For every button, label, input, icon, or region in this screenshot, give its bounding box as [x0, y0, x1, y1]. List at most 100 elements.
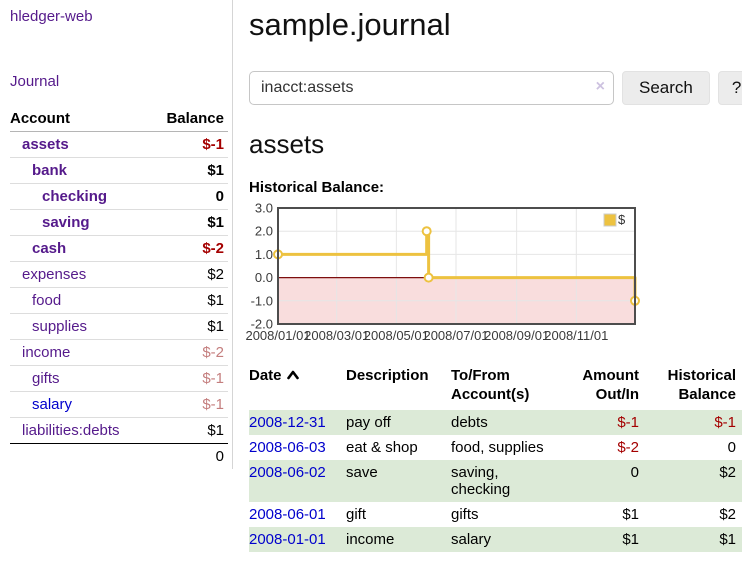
search-input[interactable]: [249, 71, 614, 105]
account-row: liabilities:debts $1: [10, 417, 228, 444]
account-link[interactable]: cash: [32, 240, 67, 257]
transaction-date-link[interactable]: 2008-06-01: [249, 506, 326, 523]
register-amount-cell: $-2: [617, 439, 639, 456]
account-row: supplies $1: [10, 313, 228, 340]
register-row: 2008-12-31 pay off debts $-1 $-1: [249, 410, 742, 435]
account-link[interactable]: food: [32, 292, 62, 309]
account-link[interactable]: income: [22, 344, 71, 361]
register-balance-cell: $1: [719, 531, 736, 548]
x-tick-label: 2008/03/01: [304, 328, 369, 343]
main-content: sample.journal × Search ? assets Histori…: [233, 0, 742, 552]
x-tick-label: 2008/09/01: [484, 328, 549, 343]
register-amount-cell: $1: [622, 531, 639, 548]
register-accounts-cell: gifts: [451, 506, 479, 523]
register-date-cell: 2008-06-02: [249, 460, 346, 502]
app-title-link[interactable]: hledger-web: [10, 8, 93, 25]
register-row: 2008-06-02 save saving, checking 0 $2: [249, 460, 742, 502]
plot-border: [277, 207, 636, 325]
account-balance: $1: [149, 287, 228, 314]
historical-balance-chart[interactable]: $3.0 2.0 1.0 0.0 -1.0 -2.0 2008/01/01 2008/03/0…: [245, 201, 641, 348]
account-link[interactable]: assets: [22, 136, 69, 153]
account-balance: $-1: [149, 391, 228, 418]
account-balance: 0: [149, 183, 228, 210]
help-button[interactable]: ?: [717, 71, 742, 105]
account-balance: $-2: [149, 339, 228, 366]
account-link[interactable]: gifts: [32, 370, 60, 387]
transaction-date-link[interactable]: 2008-06-03: [249, 439, 326, 456]
account-row: income $-2: [10, 339, 228, 366]
account-link[interactable]: checking: [42, 188, 108, 205]
y-tick-label: -2.0: [251, 317, 273, 332]
register-column-header[interactable]: Description: [346, 364, 451, 410]
account-row: cash $-2: [10, 235, 228, 262]
account-link[interactable]: saving: [42, 214, 90, 231]
data-point-marker[interactable]: [423, 272, 434, 283]
account-row: assets $-1: [10, 131, 228, 158]
account-link[interactable]: supplies: [32, 318, 88, 335]
account-balance: $1: [149, 417, 228, 444]
account-name-cell: gifts: [10, 365, 150, 392]
account-link[interactable]: salary: [32, 396, 73, 413]
account-balance: $-1: [149, 365, 228, 392]
y-tick-label: -1.0: [251, 293, 273, 308]
register-date-cell: 2008-01-01: [249, 527, 346, 552]
account-name-cell: liabilities:debts: [10, 417, 150, 444]
register-date-cell: 2008-12-31: [249, 410, 346, 435]
register-amount-cell: 0: [630, 464, 639, 481]
register-column-header[interactable]: Historical Balance: [645, 364, 742, 410]
register-description-cell: save: [346, 464, 378, 481]
register-row: 2008-06-03 eat & shop food, supplies $-2 0: [249, 435, 742, 460]
accounts-header-account: Account: [10, 106, 150, 132]
account-name-cell: food: [10, 287, 150, 314]
register-description-cell: eat & shop: [346, 439, 418, 456]
register-accounts-cell: saving, checking: [451, 464, 511, 498]
register-balance-cell: $2: [719, 506, 736, 523]
y-tick-label: 1.0: [255, 247, 273, 262]
clear-search-icon[interactable]: ×: [595, 78, 605, 95]
account-row: expenses $2: [10, 261, 228, 288]
register-accounts-cell: salary: [451, 531, 492, 548]
app-window: hledger-web Journal Account Balance asse…: [0, 0, 742, 552]
register-description-cell: income: [346, 531, 395, 548]
accounts-header-row: Account Balance: [10, 106, 228, 132]
register-table: Date Description To/From Account(s) Amount …: [249, 364, 742, 552]
sidebar: hledger-web Journal Account Balance asse…: [0, 0, 233, 469]
register-column-label: Description: [346, 367, 429, 384]
account-row: checking 0: [10, 183, 228, 210]
search-input-wrapper: ×: [249, 71, 614, 105]
journal-link[interactable]: Journal: [10, 73, 60, 90]
transaction-date-link[interactable]: 2008-12-31: [249, 414, 326, 431]
transaction-date-link[interactable]: 2008-06-02: [249, 464, 326, 481]
register-column-header[interactable]: Amount Out/In: [564, 364, 645, 410]
transaction-date-link[interactable]: 2008-01-01: [249, 531, 326, 548]
x-tick-label: 2008/07/01: [423, 328, 488, 343]
register-row: 2008-06-01 gift gifts $1 $2: [249, 502, 742, 527]
account-balance: $1: [149, 313, 228, 340]
account-link[interactable]: expenses: [22, 266, 87, 283]
data-point-marker[interactable]: [421, 226, 432, 237]
register-balance-cell: $-1: [714, 414, 736, 431]
register-date-cell: 2008-06-03: [249, 435, 346, 460]
register-column-header[interactable]: To/From Account(s): [451, 364, 564, 410]
account-balance: $-2: [149, 235, 228, 262]
account-row: food $1: [10, 287, 228, 314]
search-button[interactable]: Search: [622, 71, 710, 105]
account-name-cell: assets: [10, 131, 150, 158]
account-row: gifts $-1: [10, 365, 228, 392]
y-tick-label: 0.0: [255, 270, 273, 285]
account-balance: $-1: [149, 131, 228, 158]
register-amount-cell: $-1: [617, 414, 639, 431]
legend-swatch: [603, 213, 617, 227]
register-description-cell: gift: [346, 506, 367, 523]
account-balance: $1: [149, 157, 228, 184]
account-link[interactable]: liabilities:debts: [22, 422, 120, 439]
y-tick-label: 3.0: [255, 201, 273, 216]
account-row: bank $1: [10, 157, 228, 184]
accounts-total-spacer: [10, 444, 150, 470]
register-column-header[interactable]: Date: [249, 364, 346, 410]
account-link[interactable]: bank: [32, 162, 68, 179]
account-balance: $1: [149, 209, 228, 236]
account-name-cell: bank: [10, 157, 150, 184]
register-accounts-cell: food, supplies: [451, 439, 544, 456]
register-balance-cell: $2: [719, 464, 736, 481]
